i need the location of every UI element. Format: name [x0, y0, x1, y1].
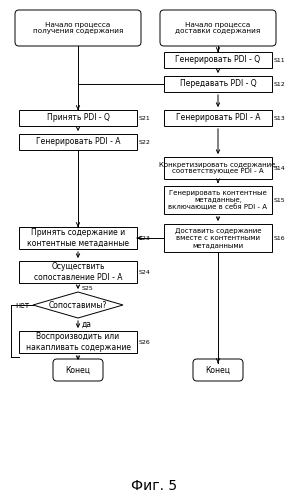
Bar — [164, 186, 272, 214]
Text: Конкретизировать содержание,
соответствующее PDI - A: Конкретизировать содержание, соответству… — [159, 162, 277, 174]
Text: Осуществить
сопоставление PDI - A: Осуществить сопоставление PDI - A — [34, 262, 122, 281]
FancyBboxPatch shape — [53, 359, 103, 381]
Bar — [19, 134, 137, 150]
Text: Воспроизводить или
накапливать содержание: Воспроизводить или накапливать содержани… — [26, 332, 131, 351]
Text: S23: S23 — [139, 236, 151, 240]
Text: S21: S21 — [139, 116, 151, 120]
Bar — [164, 157, 272, 179]
Text: Доставить содержание
вместе с контентными
метаданными: Доставить содержание вместе с контентным… — [175, 228, 261, 248]
FancyBboxPatch shape — [193, 359, 243, 381]
Text: Принять содержание и
контентные метаданные: Принять содержание и контентные метаданн… — [27, 228, 129, 248]
Text: Передавать PDI - Q: Передавать PDI - Q — [180, 80, 256, 88]
Text: S14: S14 — [274, 166, 286, 170]
Text: Фиг. 5: Фиг. 5 — [131, 479, 177, 493]
Text: S25: S25 — [82, 286, 94, 291]
Bar — [19, 331, 137, 353]
Text: Генерировать контентные
метаданные,
включающие в себя PDI - A: Генерировать контентные метаданные, вклю… — [168, 190, 268, 210]
Bar — [19, 110, 137, 126]
Text: S13: S13 — [274, 116, 286, 120]
Text: S24: S24 — [139, 270, 151, 274]
Text: Начало процесса
получения содержания: Начало процесса получения содержания — [33, 22, 123, 35]
Text: S26: S26 — [139, 340, 151, 344]
Text: S22: S22 — [139, 140, 151, 144]
Text: Генерировать PDI - Q: Генерировать PDI - Q — [176, 56, 261, 64]
Polygon shape — [33, 292, 123, 318]
Bar — [164, 110, 272, 126]
Text: S11: S11 — [274, 58, 286, 62]
Text: Начало процесса
доставки содержания: Начало процесса доставки содержания — [175, 22, 261, 35]
Text: S12: S12 — [274, 82, 286, 86]
Bar — [19, 261, 137, 283]
Bar — [164, 76, 272, 92]
FancyBboxPatch shape — [15, 10, 141, 46]
Bar — [164, 224, 272, 252]
Bar — [19, 227, 137, 249]
Text: Генерировать PDI - A: Генерировать PDI - A — [36, 138, 120, 146]
Bar — [164, 52, 272, 68]
Text: Генерировать PDI - A: Генерировать PDI - A — [176, 114, 260, 122]
Text: да: да — [82, 320, 92, 329]
Text: Конец: Конец — [205, 366, 230, 374]
Text: Сопоставимы?: Сопоставимы? — [49, 300, 107, 310]
Text: нет: нет — [16, 300, 30, 310]
Text: Конец: Конец — [66, 366, 91, 374]
Text: Принять PDI - Q: Принять PDI - Q — [47, 114, 109, 122]
FancyBboxPatch shape — [160, 10, 276, 46]
Text: S15: S15 — [274, 198, 286, 202]
Text: S16: S16 — [274, 236, 286, 240]
